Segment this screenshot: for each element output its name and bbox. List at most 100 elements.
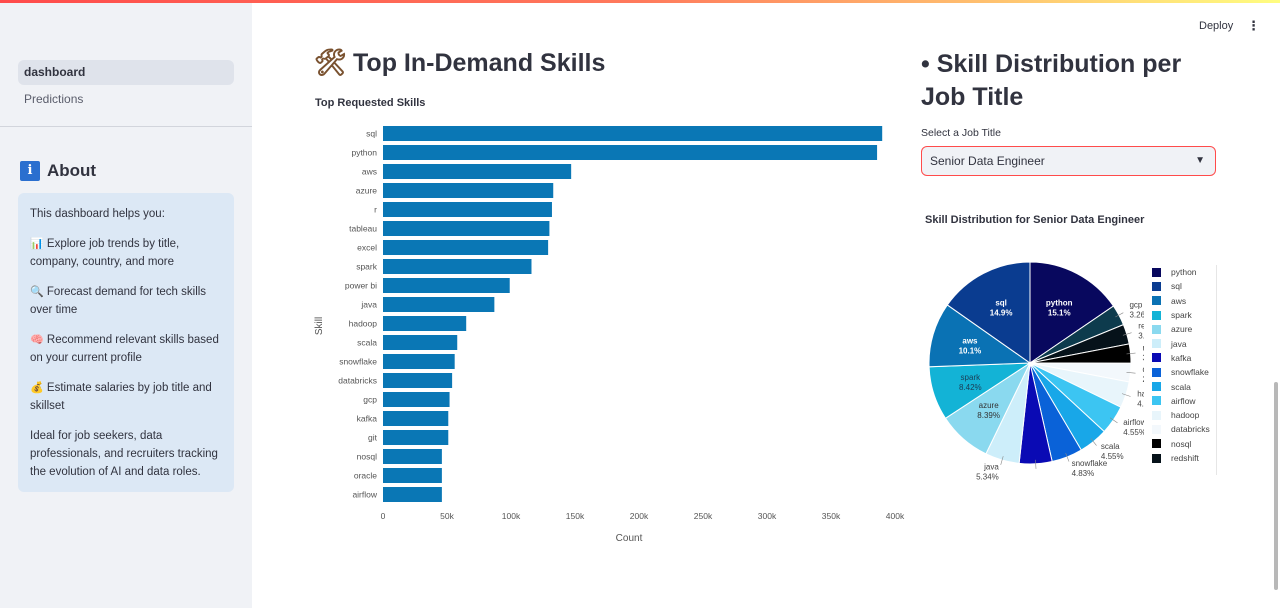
svg-text:snowflake: snowflake	[1072, 459, 1108, 468]
svg-text:5.12%: 5.12%	[1036, 477, 1059, 486]
svg-text:sql: sql	[995, 298, 1007, 307]
svg-text:4.83%: 4.83%	[1072, 469, 1095, 478]
about-title-text: About	[47, 161, 97, 180]
legend-item-databricks[interactable]: databricks	[1145, 422, 1216, 436]
svg-text:14.9%: 14.9%	[990, 308, 1013, 317]
nav-item-predictions[interactable]: Predictions	[24, 92, 84, 106]
legend-item-azure[interactable]: azure	[1145, 322, 1216, 336]
pie-slice-sql[interactable]	[946, 261, 1031, 364]
bar-java[interactable]	[383, 297, 495, 312]
legend-label: kafka	[1171, 352, 1192, 363]
kebab-menu-icon[interactable]: ⋮	[1247, 18, 1260, 33]
bar-aws[interactable]	[383, 164, 572, 179]
y-tick-label: r	[374, 205, 377, 215]
x-tick-label: 300k	[758, 511, 777, 521]
bar-snowflake[interactable]	[383, 354, 455, 369]
bar-chart: sql python aws azure r tableau excel spark power…	[314, 126, 905, 544]
legend-item-redshift[interactable]: redshift	[1145, 451, 1216, 465]
legend-swatch	[1152, 296, 1161, 306]
magnifier-icon: 🔍	[30, 285, 44, 298]
bar-scala[interactable]	[383, 335, 458, 350]
bar-kafka[interactable]	[383, 411, 449, 426]
about-item: 🧠 Recommend relevant skills based on you…	[30, 333, 219, 364]
bar-gcp[interactable]	[383, 392, 450, 407]
pie-slice-python[interactable]	[1029, 261, 1115, 364]
legend-label: airflow	[1171, 395, 1196, 406]
x-tick-label: 50k	[440, 511, 454, 521]
bar-spark[interactable]	[383, 259, 532, 274]
bar-azure[interactable]	[383, 183, 554, 198]
bar-sql[interactable]	[383, 126, 883, 141]
nav-item-dashboard[interactable]: dashboard	[18, 60, 234, 85]
legend-item-java[interactable]: java	[1145, 336, 1216, 350]
bar-tableau[interactable]	[383, 221, 550, 236]
svg-text:hadoop: hadoop	[1137, 390, 1144, 399]
about-intro: This dashboard helps you:	[30, 208, 165, 220]
legend-label: scala	[1171, 381, 1191, 392]
bar-nosql[interactable]	[383, 449, 442, 464]
svg-text:3.1%: 3.1%	[1138, 332, 1144, 341]
bar-power-bi[interactable]	[383, 278, 510, 293]
x-tick-label: 200k	[630, 511, 649, 521]
legend-item-snowflake[interactable]: snowflake	[1145, 365, 1216, 379]
legend-label: databricks	[1171, 424, 1210, 435]
legend-label: hadoop	[1171, 410, 1200, 421]
y-tick-label: azure	[356, 186, 378, 196]
svg-text:databricks: databricks	[1142, 365, 1144, 374]
money-bag-icon: 💰	[30, 381, 44, 394]
y-tick-label: sql	[366, 129, 377, 139]
legend-item-nosql[interactable]: nosql	[1145, 437, 1216, 451]
deploy-button[interactable]: Deploy	[1199, 20, 1234, 32]
legend-swatch	[1152, 367, 1161, 377]
about-item: 💰 Estimate salaries by job title and ski…	[30, 381, 212, 412]
svg-text:4.1%: 4.1%	[1137, 400, 1144, 409]
about-item: 🔍 Forecast demand for tech skills over t…	[30, 285, 207, 316]
legend-label: redshift	[1171, 453, 1199, 463]
scrollbar[interactable]	[1274, 382, 1278, 590]
legend-swatch	[1152, 410, 1161, 420]
svg-text:spark: spark	[961, 373, 982, 382]
bar-r[interactable]	[383, 202, 552, 217]
legend-item-spark[interactable]: spark	[1145, 308, 1216, 322]
y-tick-label: nosql	[357, 452, 377, 462]
svg-text:nosql: nosql	[1143, 343, 1144, 352]
y-tick-label: excel	[357, 243, 377, 253]
legend-label: nosql	[1171, 438, 1192, 449]
info-icon: i	[20, 161, 40, 181]
job-title-select[interactable]: Senior Data Engineer ▼	[921, 146, 1216, 176]
bar-python[interactable]	[383, 145, 878, 160]
chevron-down-icon[interactable]: ▼	[1195, 155, 1205, 166]
legend-item-sql[interactable]: sql	[1145, 279, 1216, 293]
pie-label-redshift: redshift3.1%	[1122, 322, 1144, 341]
legend-item-kafka[interactable]: kafka	[1145, 351, 1216, 365]
legend-item-hadoop[interactable]: hadoop	[1145, 408, 1216, 422]
x-tick-label: 350k	[822, 511, 841, 521]
y-tick-label: git	[368, 433, 378, 443]
legend-item-python[interactable]: python	[1145, 265, 1216, 279]
svg-text:redshift: redshift	[1138, 322, 1144, 331]
bar-databricks[interactable]	[383, 373, 453, 388]
y-tick-label: power bi	[345, 281, 377, 291]
legend-swatch	[1152, 424, 1161, 434]
bar-airflow[interactable]	[383, 487, 442, 502]
bar-git[interactable]	[383, 430, 449, 445]
pie-label-databricks: databricks2.9%	[1126, 365, 1144, 384]
legend-item-airflow[interactable]: airflow	[1145, 394, 1216, 408]
tools-icon: 🛠	[314, 48, 348, 78]
legend-item-scala[interactable]: scala	[1145, 379, 1216, 393]
bar-oracle[interactable]	[383, 468, 442, 483]
bar-hadoop[interactable]	[383, 316, 467, 331]
bar-excel[interactable]	[383, 240, 549, 255]
legend-item-aws[interactable]: aws	[1145, 294, 1216, 308]
legend-label: python	[1171, 267, 1197, 278]
svg-text:8.39%: 8.39%	[977, 411, 1000, 420]
page-title-text: Top In-Demand Skills	[353, 48, 606, 77]
svg-text:gcp: gcp	[1129, 300, 1142, 309]
